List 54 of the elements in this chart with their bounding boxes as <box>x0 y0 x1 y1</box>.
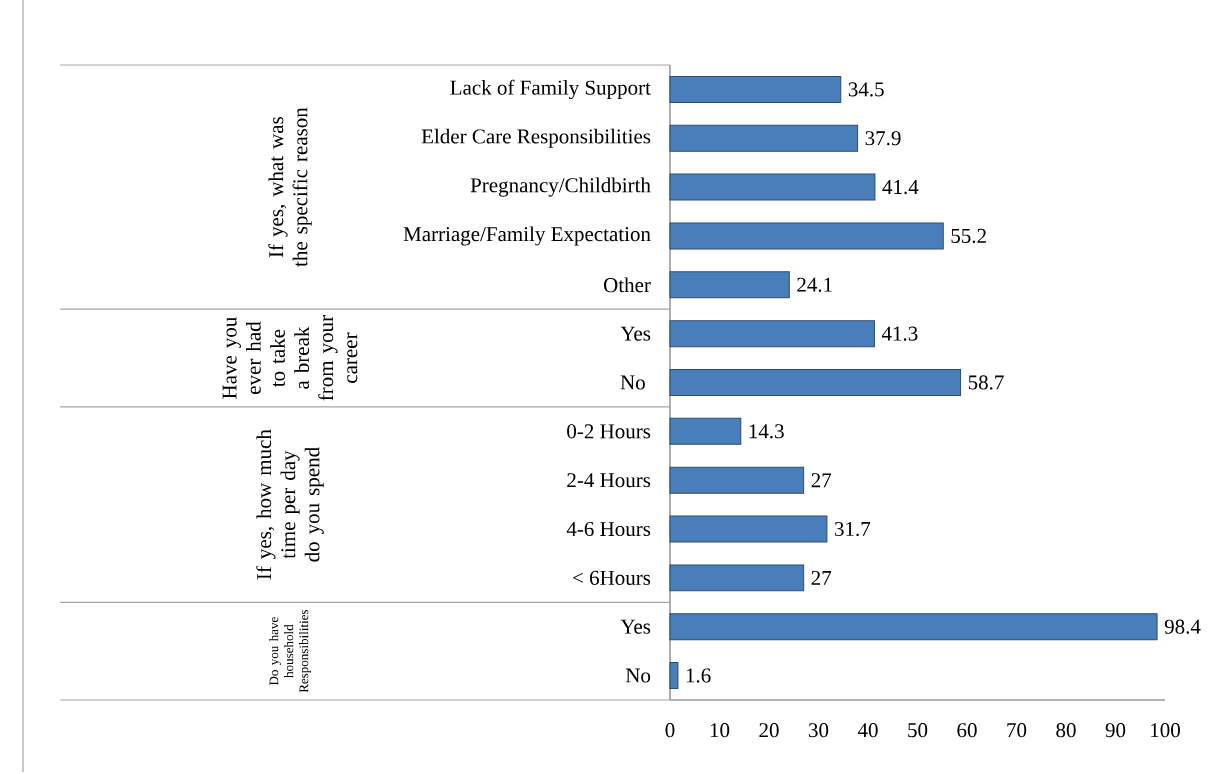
text: If yes, what was the specific reason <box>268 107 312 267</box>
x-tick-label: 10 <box>710 723 730 738</box>
y-tick-label: 0-2 Hours <box>567 424 651 439</box>
bar <box>669 75 842 103</box>
x-tick-label: 50 <box>908 723 928 738</box>
data-label: 14.3 <box>749 424 784 439</box>
data-label: 98.4 <box>1164 619 1201 634</box>
data-label: 55.2 <box>951 228 986 244</box>
data-label: 37.9 <box>865 131 901 146</box>
x-tick-label: 0 <box>665 723 675 738</box>
data-label: 41.3 <box>881 326 918 341</box>
bar <box>669 320 875 348</box>
bar <box>669 271 790 299</box>
bar <box>669 173 876 201</box>
y-tick-label: 4-6 Hours <box>566 521 651 537</box>
x-tick-label: 60 <box>957 723 977 738</box>
y-tick-label: Other <box>603 277 651 293</box>
y-tick-label: Lack of Family Support <box>450 79 651 100</box>
bar <box>669 613 1158 641</box>
x-tick-label: 100 <box>1151 723 1180 738</box>
x-tick-label: 70 <box>1007 723 1027 738</box>
y-tick-label: No <box>625 668 651 683</box>
x-tick-label: 20 <box>759 723 779 738</box>
bar <box>669 564 805 592</box>
data-label: 41.4 <box>882 180 919 195</box>
y-tick-label: Marriage/Family Expectation <box>403 226 651 246</box>
bar <box>669 466 805 494</box>
y-tick-label: No <box>620 375 645 390</box>
data-label: 1.6 <box>686 668 711 683</box>
y-tick-label: Pregnancy/Childbirth <box>470 177 651 197</box>
bar <box>669 515 828 543</box>
y-tick-label: < 6Hours <box>573 570 651 585</box>
bar <box>669 124 859 152</box>
bar <box>669 222 944 250</box>
y-tick-label: 2-4 Hours <box>567 473 651 488</box>
x-tick-label: 80 <box>1056 723 1076 738</box>
x-tick-label: 90 <box>1105 723 1126 738</box>
data-label: 24.1 <box>797 277 832 292</box>
text: Have you ever had to take a break from your career <box>222 315 358 401</box>
y-tick-label: Elder Care Responsibilities <box>421 128 651 148</box>
data-label: 34.5 <box>848 82 884 97</box>
bar <box>669 417 742 445</box>
text: If yes, how much time per day do you spend <box>256 429 324 580</box>
data-label: 58.7 <box>968 375 1004 390</box>
x-tick-label: 40 <box>857 723 878 738</box>
data-label: 27 <box>811 570 832 585</box>
text: Do you have household Responsibilities <box>269 609 311 693</box>
data-label: 31.7 <box>834 521 871 537</box>
x-tick-label: 30 <box>809 723 829 738</box>
bar <box>669 368 962 396</box>
data-label: 27 <box>811 473 832 488</box>
y-tick-label: Yes <box>620 619 651 634</box>
bar <box>669 662 679 690</box>
y-tick-label: Yes <box>620 326 651 341</box>
